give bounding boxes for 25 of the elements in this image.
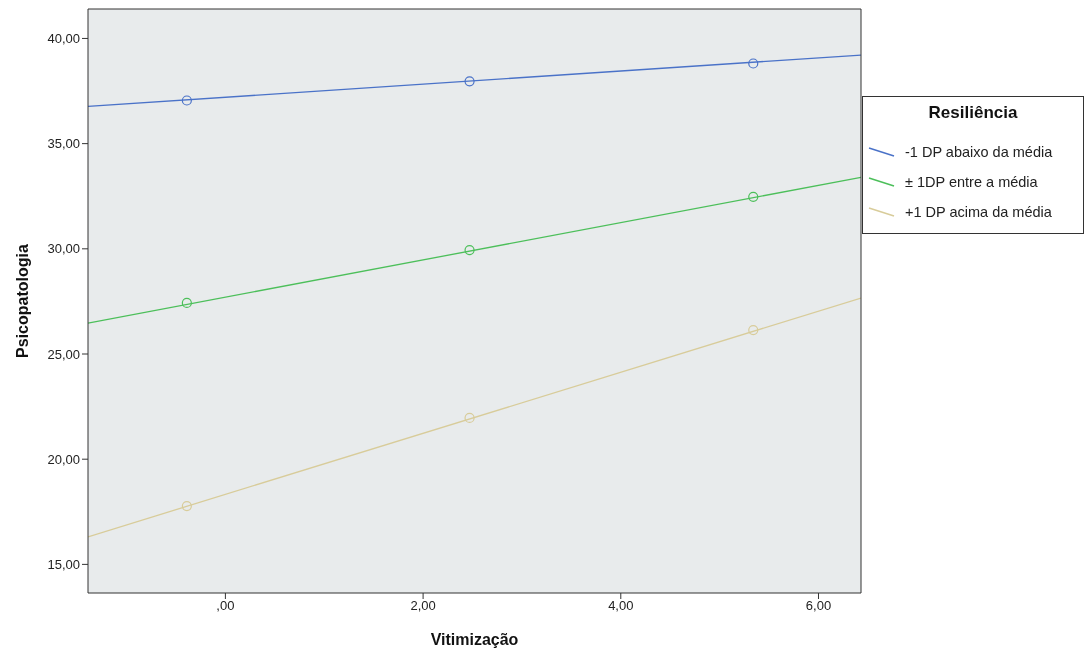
x-tick-label: ,00 <box>216 598 235 614</box>
legend-label: ± 1DP entre a média <box>905 174 1038 190</box>
point <box>464 76 475 87</box>
point <box>748 58 759 69</box>
x-axis-title: Vitimização <box>430 631 519 648</box>
legend-label: +1 DP acima da média <box>905 204 1052 220</box>
legend-title: Resiliência <box>927 103 1019 123</box>
x-tick-label: 4,00 <box>608 598 634 614</box>
y-tick-label: 30,00 <box>47 241 80 257</box>
y-tick-label: 35,00 <box>47 136 80 152</box>
y-tick-label: 25,00 <box>47 346 80 362</box>
point <box>181 501 192 512</box>
y-tick-label: 20,00 <box>47 451 80 467</box>
legend-label: -1 DP abaixo da média <box>905 144 1053 160</box>
point <box>181 95 192 106</box>
point <box>748 191 759 202</box>
y-tick-label: 15,00 <box>47 557 80 572</box>
point <box>748 324 759 336</box>
point <box>181 297 192 308</box>
point <box>464 244 475 256</box>
y-axis-title: Psicopatologia <box>13 244 31 358</box>
y-tick-label: 40,00 <box>47 31 80 47</box>
x-tick-label: 6,00 <box>805 598 832 614</box>
x-tick-label: 2,00 <box>410 598 436 614</box>
point <box>464 412 475 424</box>
